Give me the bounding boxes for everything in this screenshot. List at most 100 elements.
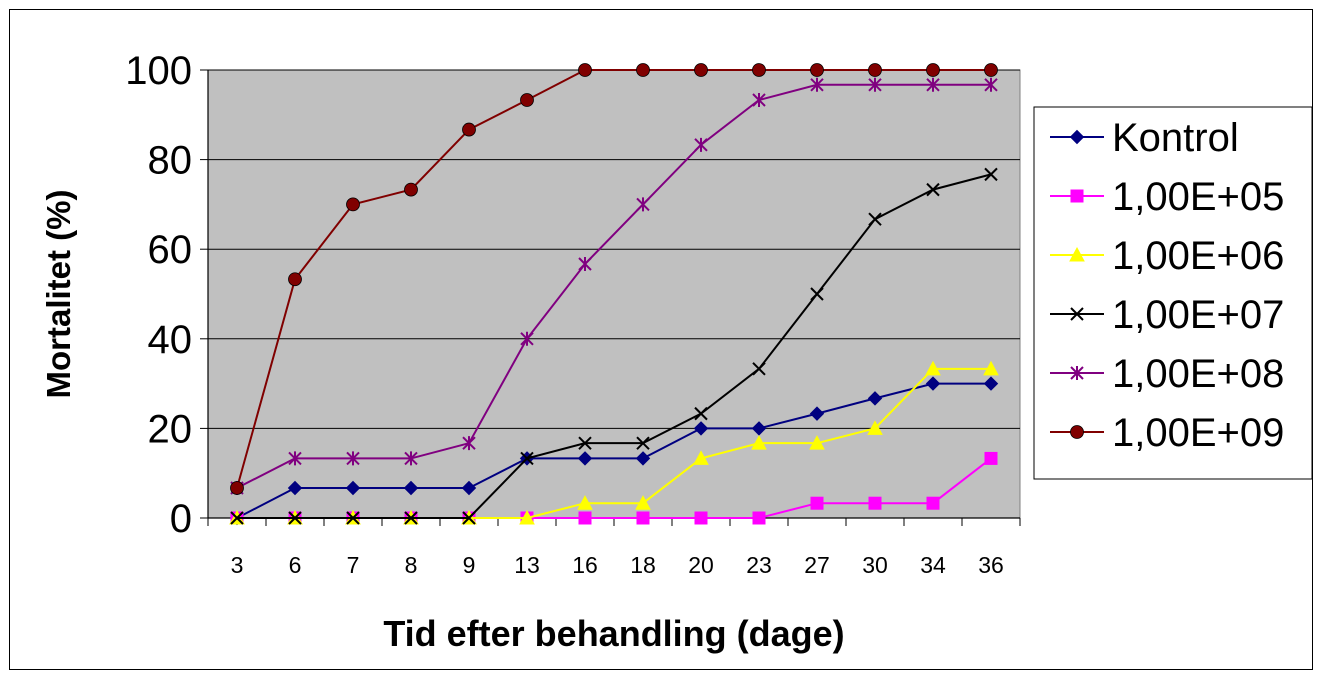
data-point-1-00e-07-3 <box>230 511 244 525</box>
data-point-1-00e-06-13 <box>519 509 535 525</box>
data-point-kontrol-36 <box>983 376 999 391</box>
data-point-1-00e-09-27 <box>810 63 824 77</box>
legend-marker-1-00e-06 <box>1069 246 1085 262</box>
legend-label-1-00e-09: 1,00E+09 <box>1112 411 1284 455</box>
data-point-kontrol-8 <box>403 480 419 496</box>
data-point-1-00e-09-30 <box>868 63 882 77</box>
y-tick-label-60: 60 <box>148 228 193 272</box>
data-point-1-00e-07-9 <box>462 511 476 525</box>
data-point-kontrol-27 <box>809 406 825 421</box>
y-tick-label-0: 0 <box>170 497 192 541</box>
data-point-kontrol-34 <box>925 376 941 391</box>
x-tick-label-9: 9 <box>463 552 476 578</box>
data-point-1-00e-08-20 <box>694 137 708 152</box>
legend-marker-1-00e-07 <box>1070 307 1084 321</box>
data-point-1-00e-08-9 <box>462 436 476 451</box>
legend-item-kontrol: Kontrol <box>1050 116 1239 160</box>
data-point-1-00e-06-34 <box>925 360 941 376</box>
data-point-1-00e-08-23 <box>752 93 766 108</box>
x-tick-label-36: 36 <box>978 552 1004 578</box>
x-tick-label-16: 16 <box>572 552 598 578</box>
x-tick-label-20: 20 <box>688 552 714 578</box>
data-point-1-00e-09-9 <box>462 122 476 137</box>
series-line-1-00e-07 <box>237 173 992 519</box>
data-point-1-00e-06-30 <box>867 420 883 435</box>
data-point-kontrol-20 <box>693 421 709 436</box>
data-point-1-00e-09-13 <box>520 93 534 107</box>
y-tick-label-20: 20 <box>148 407 193 451</box>
data-point-1-00e-08-34 <box>926 77 940 92</box>
x-tick-labels: 3 6 7 8 9 13 16 18 20 23 27 30 34 36 <box>231 552 1004 578</box>
data-point-1-00e-05-36 <box>984 451 998 465</box>
legend-label-1-00e-06: 1,00E+06 <box>1112 234 1284 278</box>
data-point-1-00e-05-23 <box>752 511 766 525</box>
series-1-00e-07 <box>230 167 998 525</box>
data-point-1-00e-08-16 <box>578 256 592 271</box>
data-point-1-00e-05-20 <box>694 511 708 525</box>
legend-label-1-00e-08: 1,00E+08 <box>1112 352 1284 396</box>
data-point-1-00e-07-16 <box>578 436 592 450</box>
data-point-kontrol-7 <box>345 480 361 496</box>
x-tick-label-23: 23 <box>746 552 772 578</box>
data-point-1-00e-06-18 <box>635 495 651 510</box>
data-point-1-00e-08-18 <box>636 197 650 212</box>
data-point-1-00e-05-16 <box>578 511 592 525</box>
data-point-kontrol-18 <box>635 451 651 466</box>
data-point-1-00e-09-20 <box>694 63 708 77</box>
x-tick-label-3: 3 <box>231 552 244 578</box>
data-point-1-00e-09-3 <box>230 481 244 495</box>
data-point-1-00e-07-36 <box>984 167 998 182</box>
data-point-1-00e-07-23 <box>752 362 766 376</box>
series-1-00e-08 <box>230 77 998 495</box>
plot-area <box>207 69 1021 519</box>
data-point-1-00e-06-36 <box>983 360 999 376</box>
legend: Kontrol 1,00E+05 1,00E+06 1,00E+07 1,00E+08 1… <box>1033 106 1313 480</box>
data-point-1-00e-07-27 <box>810 287 824 301</box>
legend-marker-1-00e-09 <box>1070 425 1084 439</box>
legend-marker-1-00e-05 <box>1070 189 1084 203</box>
data-point-1-00e-05-34 <box>926 496 940 510</box>
legend-item-1-00e-05: 1,00E+05 <box>1050 175 1284 219</box>
data-point-1-00e-07-30 <box>868 212 882 226</box>
series-line-1-00e-09 <box>236 69 991 489</box>
data-point-1-00e-06-20 <box>693 450 709 465</box>
x-tick-label-34: 34 <box>920 552 946 578</box>
legend-item-1-00e-09: 1,00E+09 <box>1050 411 1284 455</box>
data-point-1-00e-09-7 <box>346 197 360 212</box>
legend-item-1-00e-08: 1,00E+08 <box>1050 352 1284 396</box>
y-tick-label-40: 40 <box>148 318 193 362</box>
y-tick-labels: 0 20 40 60 80 100 <box>125 49 192 541</box>
data-point-1-00e-07-18 <box>636 436 650 450</box>
data-point-1-00e-09-18 <box>636 63 650 77</box>
data-point-1-00e-06-16 <box>577 495 593 510</box>
data-point-1-00e-05-18 <box>636 511 650 525</box>
series-line-kontrol <box>236 382 991 519</box>
legend-marker-kontrol <box>1069 129 1085 145</box>
data-point-kontrol-6 <box>287 480 303 496</box>
data-point-1-00e-06-27 <box>809 435 825 450</box>
data-point-1-00e-08-6 <box>288 451 302 466</box>
data-point-1-00e-07-20 <box>694 406 708 421</box>
x-tick-label-6: 6 <box>289 552 302 578</box>
data-point-1-00e-05-30 <box>868 496 882 510</box>
data-point-1-00e-09-8 <box>404 182 418 197</box>
y-tick-label-100: 100 <box>125 49 192 93</box>
data-point-1-00e-08-30 <box>868 77 882 92</box>
data-point-kontrol-9 <box>461 480 477 496</box>
series-1-00e-09 <box>230 63 998 495</box>
x-tick-label-30: 30 <box>862 552 888 578</box>
data-point-1-00e-09-36 <box>984 63 998 77</box>
series-line-1-00e-08 <box>236 83 991 489</box>
data-point-kontrol-16 <box>577 451 593 466</box>
legend-label-1-00e-05: 1,00E+05 <box>1112 175 1284 219</box>
data-point-1-00e-08-13 <box>520 331 534 346</box>
x-axis-title: Tid efter behandling (dage) <box>383 613 844 654</box>
data-point-kontrol-30 <box>867 391 883 406</box>
data-point-1-00e-07-13 <box>520 451 534 466</box>
data-point-1-00e-08-27 <box>810 77 824 92</box>
x-tick-label-7: 7 <box>347 552 360 578</box>
legend-item-1-00e-06: 1,00E+06 <box>1050 234 1284 278</box>
data-point-1-00e-09-34 <box>926 63 940 77</box>
legend-marker-1-00e-08 <box>1070 366 1084 380</box>
